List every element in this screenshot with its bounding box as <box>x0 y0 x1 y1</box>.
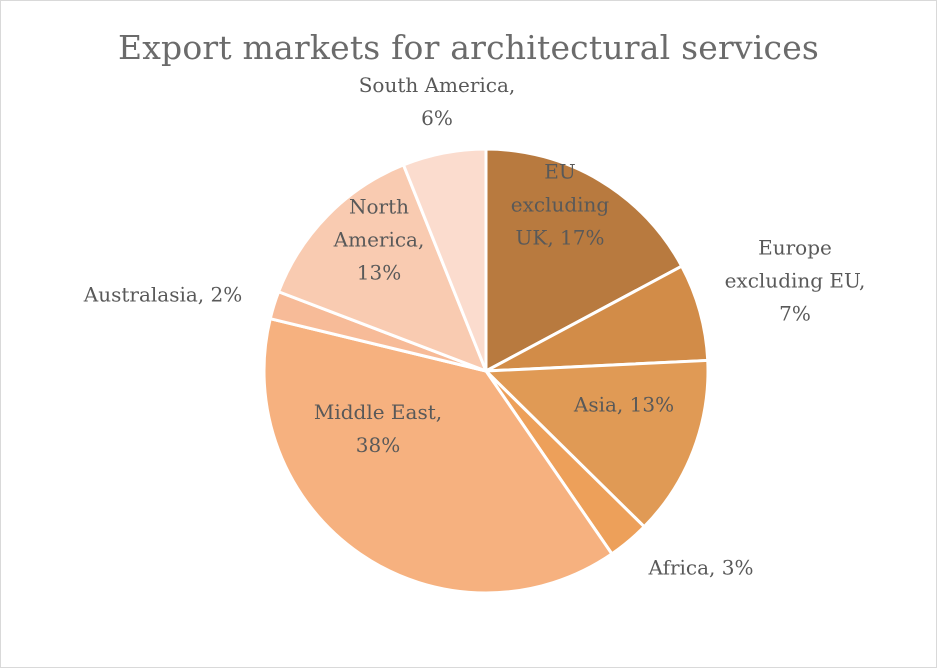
data-label-line: North <box>349 195 409 219</box>
data-label-line: Australasia, 2% <box>83 283 242 307</box>
data-label-line: Europe <box>758 236 832 260</box>
data-label-line: UK, 17% <box>516 226 605 250</box>
data-label-line: 13% <box>357 261 401 285</box>
pie-slice-middle-east <box>262 317 614 595</box>
data-label-south-america: South America, 6% <box>359 73 516 130</box>
data-label-north-america: North America, 13% <box>333 195 425 285</box>
pie-slice-north-america <box>277 163 488 373</box>
data-label-line: 6% <box>421 106 453 130</box>
data-label-line: EU <box>544 160 575 184</box>
data-label-europe-excluding-eu: Europe excluding EU, 7% <box>725 236 866 326</box>
data-label-line: Africa, 3% <box>647 556 753 580</box>
data-label-line: excluding <box>511 193 610 217</box>
data-label-line: 7% <box>779 302 811 326</box>
data-label-africa: Africa, 3% <box>647 556 753 580</box>
data-label-australasia: Australasia, 2% <box>83 283 242 307</box>
chart-title: Export markets for architectural service… <box>117 28 820 67</box>
data-label-line: Middle East, <box>314 400 442 424</box>
data-label-middle-east: Middle East, 38% <box>314 400 442 457</box>
data-label-asia: Asia, 13% <box>573 393 674 417</box>
pie-slice-eu-excluding-uk <box>484 147 684 373</box>
data-label-line: 38% <box>356 433 400 457</box>
data-label-line: excluding EU, <box>725 269 866 293</box>
data-label-eu-excluding-uk: EU excluding UK, 17% <box>511 160 610 250</box>
data-label-line: Asia, 13% <box>573 393 674 417</box>
pie-slice-asia <box>484 358 710 529</box>
pie-slice-south-america <box>401 147 488 373</box>
data-label-line: America, <box>333 228 425 252</box>
data-label-line: South America, <box>359 73 516 97</box>
